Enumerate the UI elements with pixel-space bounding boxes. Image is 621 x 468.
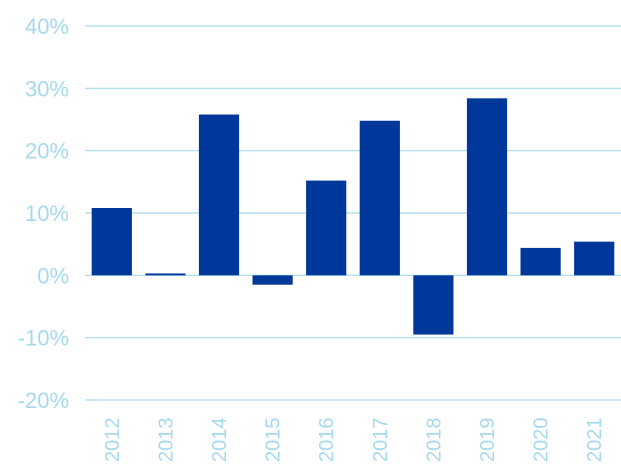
y-tick-label: -20% [18,388,69,413]
x-axis-tick-labels: 2012 2013 2014 2015 2016 2017 2018 2019 2020 2021 [102,418,606,463]
bar-2014 [198,114,240,276]
bar-2013 [145,273,186,276]
x-tick-label: 2016 [316,418,338,463]
x-tick-label: 2012 [102,418,124,463]
bars [91,98,615,335]
x-tick-label: 2014 [209,418,231,463]
y-tick-label: 40% [25,14,69,39]
y-tick-label: 10% [25,201,69,226]
bar-2017 [359,120,400,276]
y-tick-label: 30% [25,76,69,101]
y-axis-tick-labels: -20% -10% 0% 10% 20% 30% 40% [18,14,69,413]
bar-2012 [91,208,132,276]
y-tick-label: 20% [25,139,69,164]
gridlines [85,25,621,401]
bar-2016 [306,180,347,276]
bar-2015 [252,275,293,285]
bar-2018 [413,275,454,335]
bar-2020 [520,247,561,276]
bar-2021 [574,241,615,276]
x-tick-label: 2017 [370,418,392,463]
x-tick-label: 2013 [155,418,177,463]
x-tick-label: 2021 [584,418,606,463]
y-tick-label: -10% [18,326,69,351]
x-tick-label: 2019 [477,418,499,463]
x-tick-label: 2018 [423,418,445,463]
x-tick-label: 2020 [531,418,553,463]
bar-2019 [466,98,508,276]
y-tick-label: 0% [37,263,69,288]
x-tick-label: 2015 [263,418,285,463]
